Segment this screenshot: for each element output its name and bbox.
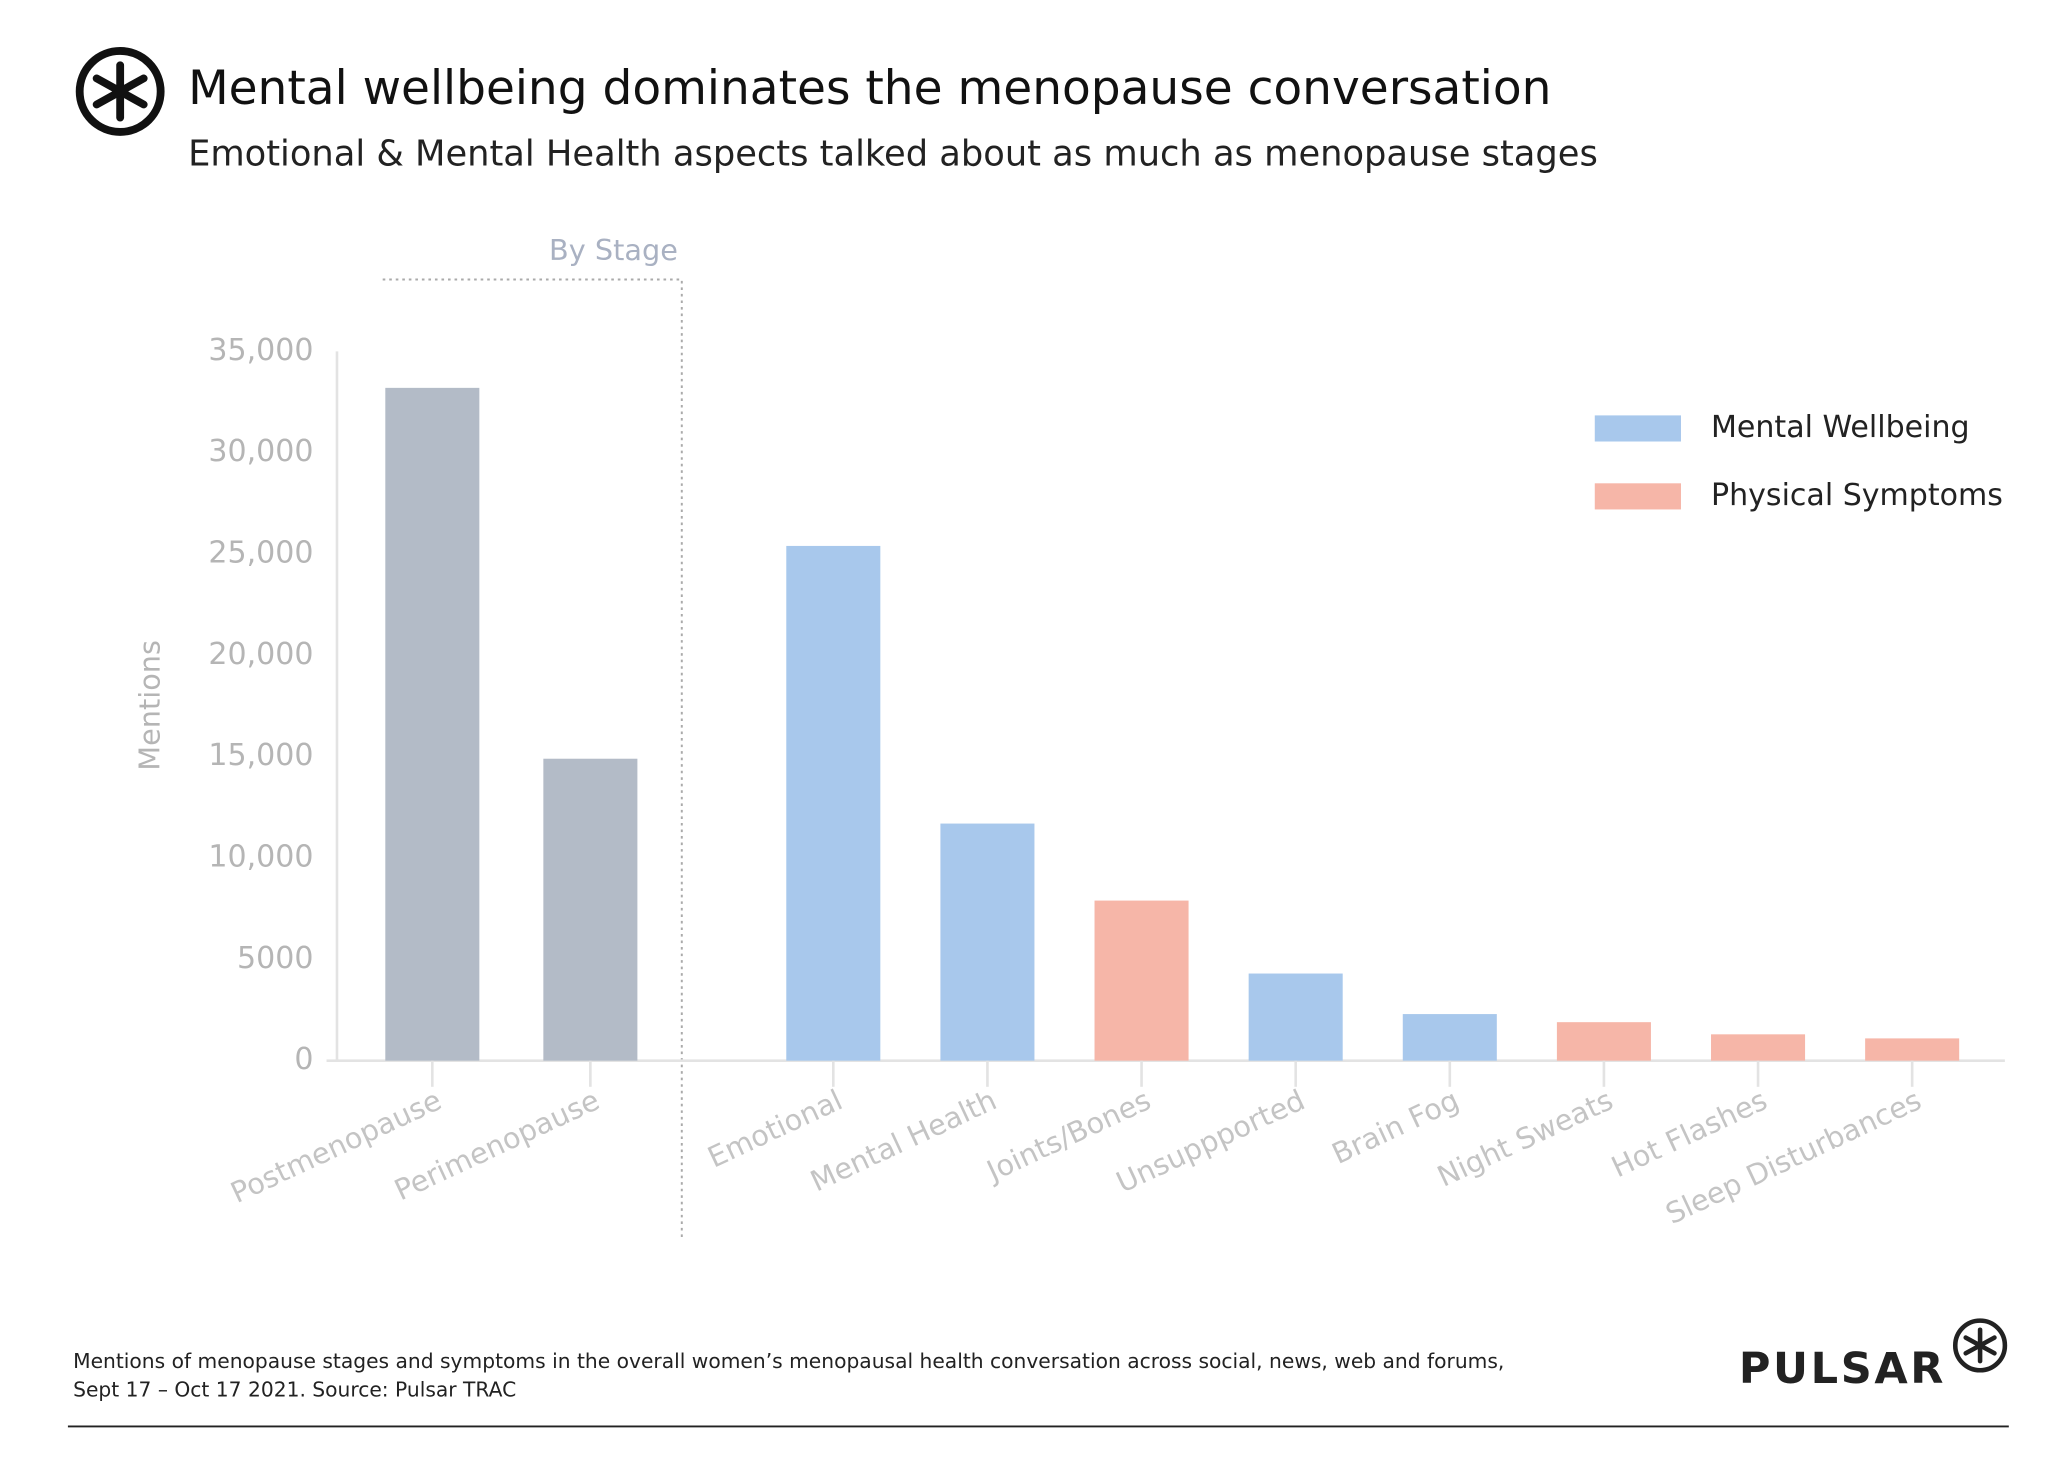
legend-swatch <box>1594 415 1681 442</box>
y-tick-label: 10,000 <box>208 840 313 875</box>
y-tick-label: 15,000 <box>208 738 313 773</box>
x-tick-label: Night Sweats <box>1432 1083 1618 1194</box>
logo <box>75 47 165 136</box>
y-tick-label: 20,000 <box>208 637 313 672</box>
bar <box>1094 900 1189 1061</box>
brand-logo <box>1952 1318 2008 1373</box>
y-tick-label: 30,000 <box>208 434 313 469</box>
legend-label: Mental Wellbeing <box>1711 410 1970 445</box>
y-tick-label: 5000 <box>237 941 313 976</box>
footnote: Sept 17 – Oct 17 2021. Source: Pulsar TR… <box>73 1378 516 1402</box>
legend-swatch <box>1594 483 1681 510</box>
bar <box>1865 1038 1960 1061</box>
bar <box>543 758 638 1061</box>
footnote: Mentions of menopause stages and symptom… <box>73 1349 1504 1373</box>
bar <box>786 545 881 1061</box>
y-axis-label: Mentions <box>133 640 167 771</box>
chart-subtitle: Emotional & Mental Health aspects talked… <box>188 133 1598 174</box>
bar <box>1402 1014 1497 1061</box>
bar <box>1556 1022 1651 1061</box>
x-tick-label: Sleep Disturbances <box>1660 1083 1926 1231</box>
chart-title: Mental wellbeing dominates the menopause… <box>188 61 1551 116</box>
y-tick-label: 0 <box>294 1042 313 1077</box>
y-tick-label: 35,000 <box>208 333 313 368</box>
annotation: By Stage <box>549 233 678 267</box>
bar <box>1248 973 1343 1061</box>
brand: PULSAR <box>1739 1344 1946 1394</box>
bar <box>1711 1034 1806 1061</box>
legend-label: Physical Symptoms <box>1711 478 2003 513</box>
y-tick-label: 25,000 <box>208 536 313 571</box>
bar <box>940 823 1035 1061</box>
bar <box>385 387 480 1061</box>
group-divider <box>382 278 683 1241</box>
